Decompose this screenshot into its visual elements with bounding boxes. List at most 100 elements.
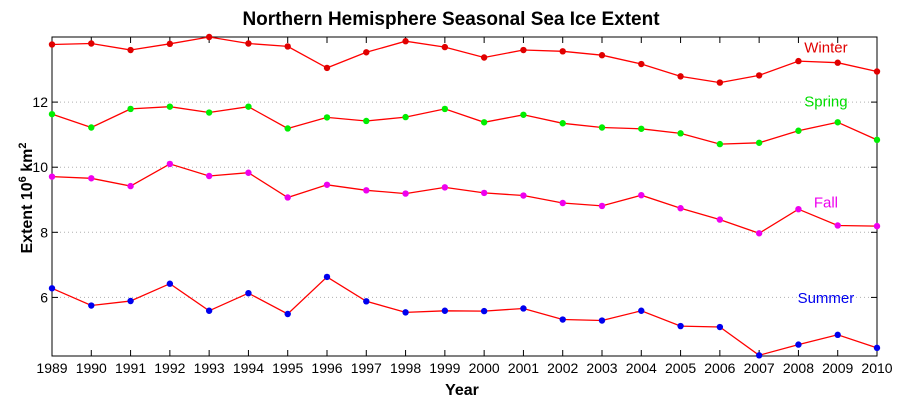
- data-point-winter: [363, 49, 370, 56]
- data-point-winter: [873, 68, 881, 75]
- data-point-winter: [716, 79, 724, 86]
- data-point-spring: [166, 103, 174, 110]
- data-point-spring: [520, 111, 527, 118]
- x-axis-label: Year: [445, 382, 479, 399]
- x-tick-label: 2001: [508, 360, 539, 376]
- x-tick-label: 1999: [429, 360, 460, 376]
- grid-lines: [52, 101, 877, 298]
- x-tick-label: 1993: [194, 360, 225, 376]
- data-point-fall: [205, 172, 213, 180]
- data-point-summer: [205, 307, 213, 314]
- data-point-fall: [873, 222, 881, 230]
- data-point-spring: [677, 130, 684, 137]
- series-line-summer: [51, 276, 878, 357]
- data-point-summer: [402, 309, 409, 316]
- data-point-spring: [323, 114, 331, 121]
- data-point-winter: [834, 59, 841, 66]
- series-lines: Winter Spring Fall Summer: [48, 33, 881, 359]
- data-point-fall: [480, 189, 488, 197]
- data-point-spring: [441, 105, 449, 113]
- data-point-summer: [873, 344, 881, 352]
- x-tick-label: 2009: [822, 360, 853, 376]
- data-point-summer: [88, 302, 95, 309]
- data-point-fall: [834, 222, 841, 229]
- data-point-winter: [245, 40, 252, 47]
- data-point-winter: [441, 43, 449, 51]
- data-point-summer: [284, 310, 291, 318]
- data-point-spring: [127, 105, 134, 113]
- data-point-fall: [245, 169, 252, 176]
- x-tick-label: 2000: [469, 360, 500, 376]
- data-point-summer: [323, 273, 331, 281]
- x-tick-label: 2002: [547, 360, 578, 376]
- x-tick-label: 1989: [36, 360, 67, 376]
- data-point-summer: [559, 316, 566, 323]
- data-point-winter: [323, 64, 331, 72]
- series-line-spring: [51, 106, 878, 145]
- data-point-spring: [638, 125, 645, 132]
- series-summer: Summer: [48, 273, 881, 359]
- y-tick-label: 12: [32, 94, 48, 110]
- data-point-winter: [48, 41, 56, 48]
- data-point-winter: [795, 57, 802, 65]
- series-fall: Fall: [48, 160, 881, 237]
- data-point-fall: [48, 173, 56, 180]
- data-point-winter: [284, 43, 291, 50]
- data-point-winter: [638, 60, 645, 68]
- y-tick-label: 6: [40, 289, 48, 305]
- data-point-summer: [441, 307, 449, 314]
- data-point-winter: [402, 38, 409, 45]
- data-point-winter: [598, 52, 606, 59]
- data-point-winter: [127, 46, 134, 54]
- data-point-summer: [480, 307, 488, 315]
- data-point-winter: [520, 46, 527, 54]
- series-label-spring: Spring: [804, 93, 847, 110]
- series-line-winter: [51, 36, 878, 84]
- data-point-spring: [716, 140, 724, 148]
- series-label-summer: Summer: [798, 290, 855, 307]
- data-point-summer: [716, 323, 724, 331]
- x-tick-label: 1991: [115, 360, 146, 376]
- data-point-winter: [677, 73, 684, 80]
- data-point-spring: [48, 110, 56, 118]
- data-point-fall: [127, 182, 134, 190]
- x-tick-label: 1990: [76, 360, 107, 376]
- y-axis-label-unit-exponent: 2: [17, 143, 29, 149]
- data-point-fall: [598, 202, 606, 210]
- data-point-summer: [795, 341, 802, 348]
- data-point-winter: [755, 72, 763, 79]
- data-point-winter: [559, 48, 566, 55]
- y-tick-label: 8: [40, 224, 48, 240]
- data-point-fall: [323, 181, 331, 188]
- data-point-summer: [48, 285, 56, 292]
- data-point-summer: [598, 317, 606, 324]
- data-point-summer: [677, 322, 684, 330]
- axis-ticks: 6 8 10 12 1989 1990 1991 1992 1993 1994 1995 1996 19…: [32, 37, 893, 376]
- data-point-spring: [480, 119, 488, 126]
- x-tick-label: 2005: [665, 360, 696, 376]
- data-point-spring: [402, 113, 409, 121]
- data-point-winter: [480, 54, 488, 61]
- chart-title: Northern Hemisphere Seasonal Sea Ice Ext…: [242, 9, 660, 30]
- data-point-fall: [677, 205, 684, 212]
- data-point-spring: [88, 124, 95, 131]
- data-point-fall: [363, 187, 370, 194]
- x-tick-label: 2004: [626, 360, 657, 376]
- data-point-summer: [520, 305, 527, 312]
- data-point-winter: [205, 33, 213, 41]
- y-axis-label-base: Extent 10: [19, 182, 36, 253]
- data-point-spring: [873, 136, 881, 144]
- data-point-summer: [363, 298, 370, 305]
- x-tick-label: 1997: [351, 360, 382, 376]
- x-tick-label: 1994: [233, 360, 264, 376]
- data-point-spring: [795, 127, 802, 134]
- data-point-summer: [755, 352, 763, 359]
- data-point-fall: [166, 160, 174, 168]
- series-spring: Spring: [48, 93, 881, 148]
- x-tick-label: 2006: [704, 360, 735, 376]
- x-tick-label: 2008: [783, 360, 814, 376]
- x-tick-label: 2003: [586, 360, 617, 376]
- series-line-fall: [51, 163, 878, 235]
- data-point-spring: [755, 139, 763, 146]
